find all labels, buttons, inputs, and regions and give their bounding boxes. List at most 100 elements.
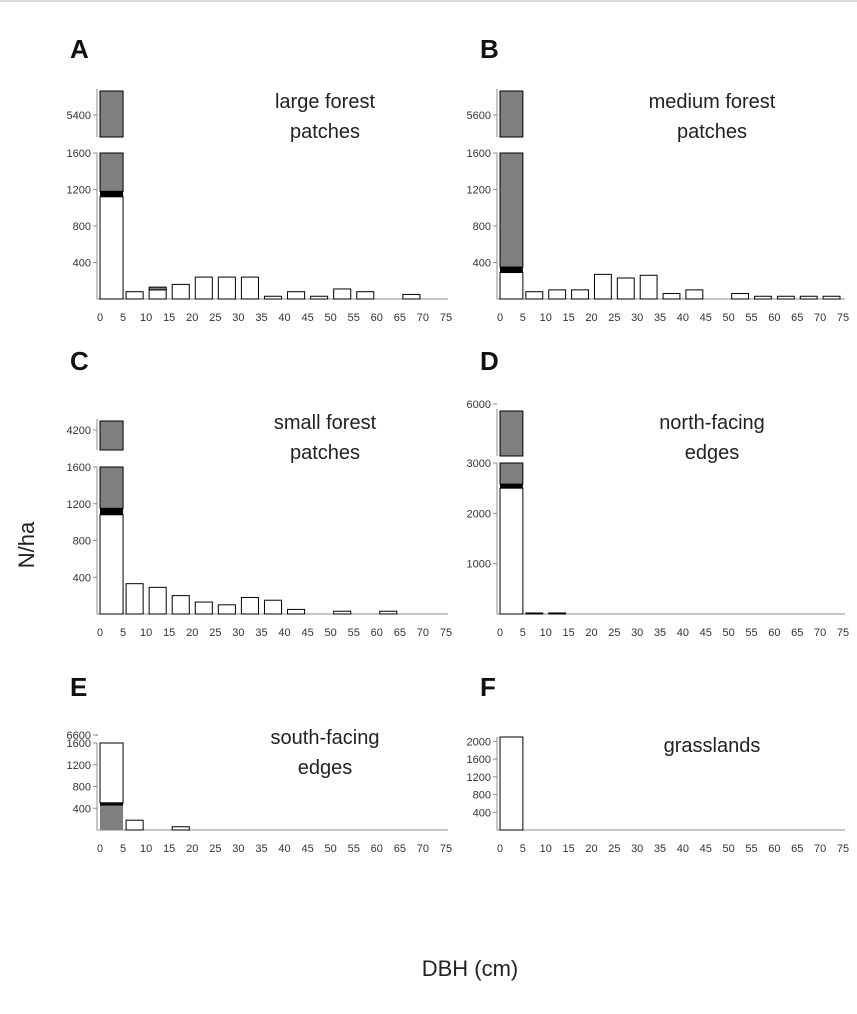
x-tick-label: 50 — [723, 627, 735, 639]
bar — [171, 283, 190, 300]
x-tick-label: 0 — [97, 312, 103, 324]
y-tick-label-upper: 5400 — [67, 110, 91, 122]
y-tick-label: 400 — [73, 258, 91, 270]
x-tick-label: 70 — [417, 312, 429, 324]
x-tick-label: 0 — [497, 312, 503, 324]
bar — [333, 610, 352, 615]
x-tick-label: 60 — [371, 627, 383, 639]
x-tick-label: 5 — [120, 843, 126, 855]
bar-live-portion — [99, 196, 124, 300]
x-tick-label: 50 — [723, 843, 735, 855]
x-tick-label: 20 — [585, 843, 597, 855]
x-tick-label: 5 — [520, 627, 526, 639]
x-tick-label: 60 — [371, 843, 383, 855]
x-tick-label: 30 — [232, 627, 244, 639]
x-tick-label: 35 — [654, 312, 666, 324]
x-tick-label: 25 — [209, 312, 221, 324]
x-tick-label: 45 — [700, 312, 712, 324]
panel-title-line: patches — [290, 442, 360, 464]
x-tick-label: 55 — [348, 627, 360, 639]
panel-letter: A — [70, 34, 89, 64]
x-tick-label: 40 — [278, 312, 290, 324]
y-tick-label: 800 — [473, 221, 491, 233]
bar — [799, 295, 818, 300]
y-tick-label-upper: 4200 — [67, 425, 91, 437]
x-tick-label: 65 — [791, 312, 803, 324]
x-tick-label: 60 — [768, 312, 780, 324]
bar — [616, 277, 635, 300]
x-tick-label: 30 — [232, 843, 244, 855]
x-tick-label: 40 — [278, 843, 290, 855]
bar-marker-band — [500, 484, 523, 489]
y-tick-label: 3000 — [467, 458, 491, 470]
x-tick-label: 15 — [562, 843, 574, 855]
panel-title-line: small forest — [274, 412, 377, 434]
y-tick-label: 1200 — [467, 185, 491, 197]
bar — [171, 826, 190, 831]
x-tick-label: 45 — [700, 843, 712, 855]
y-tick-label: 800 — [73, 221, 91, 233]
bar — [379, 610, 398, 615]
bar — [571, 289, 589, 300]
x-tick-label: 65 — [791, 627, 803, 639]
panel-title-line: grasslands — [664, 735, 761, 757]
x-tick-label: 10 — [140, 627, 152, 639]
x-tick-label: 25 — [608, 843, 620, 855]
bar — [548, 612, 567, 615]
x-tick-label: 10 — [540, 843, 552, 855]
x-tick-label: 75 — [440, 312, 452, 324]
bar — [402, 293, 421, 300]
panel-title-line: edges — [298, 757, 353, 779]
bar — [548, 289, 567, 300]
x-tick-label: 65 — [394, 312, 406, 324]
bar — [217, 276, 236, 300]
x-tick-label: 45 — [700, 627, 712, 639]
x-tick-label: 35 — [654, 627, 666, 639]
x-tick-label: 60 — [768, 627, 780, 639]
x-tick-label: 70 — [814, 312, 826, 324]
bar-live-portion — [99, 742, 124, 804]
bar — [822, 295, 841, 300]
bar — [593, 273, 612, 300]
x-tick-label: 15 — [163, 627, 175, 639]
x-tick-label: 0 — [497, 627, 503, 639]
y-tick-label: 400 — [473, 258, 491, 270]
x-tick-label: 5 — [520, 312, 526, 324]
x-tick-label: 20 — [585, 312, 597, 324]
bar — [685, 289, 704, 300]
x-tick-label: 10 — [540, 312, 552, 324]
x-tick-label: 60 — [371, 312, 383, 324]
x-tick-label: 65 — [394, 627, 406, 639]
x-tick-label: 25 — [608, 312, 620, 324]
bar-dead-portion — [99, 466, 124, 509]
y-axis-title: N/ha — [14, 521, 39, 568]
x-tick-label: 45 — [301, 627, 313, 639]
panel-letter: C — [70, 346, 89, 376]
x-tick-label: 55 — [745, 312, 757, 324]
bar — [148, 586, 167, 615]
bar — [240, 596, 259, 615]
y-tick-label: 2000 — [467, 508, 491, 520]
bar — [194, 276, 213, 300]
bar — [525, 291, 544, 300]
x-tick-label: 70 — [417, 843, 429, 855]
y-tick-label: 1600 — [67, 148, 91, 160]
y-tick-label-upper: 6600 — [67, 730, 91, 742]
x-tick-label: 15 — [163, 843, 175, 855]
y-tick-label: 400 — [73, 803, 91, 815]
y-tick-label: 800 — [73, 536, 91, 548]
x-tick-label: 55 — [348, 843, 360, 855]
x-tick-label: 25 — [608, 627, 620, 639]
x-tick-label: 70 — [814, 627, 826, 639]
bar — [125, 819, 144, 831]
bar — [171, 595, 190, 615]
bar — [639, 274, 658, 300]
y-tick-label: 1600 — [67, 738, 91, 750]
bar — [194, 601, 213, 615]
panel-title-line: south-facing — [271, 727, 380, 749]
x-tick-label: 0 — [497, 843, 503, 855]
x-tick-label: 35 — [255, 627, 267, 639]
